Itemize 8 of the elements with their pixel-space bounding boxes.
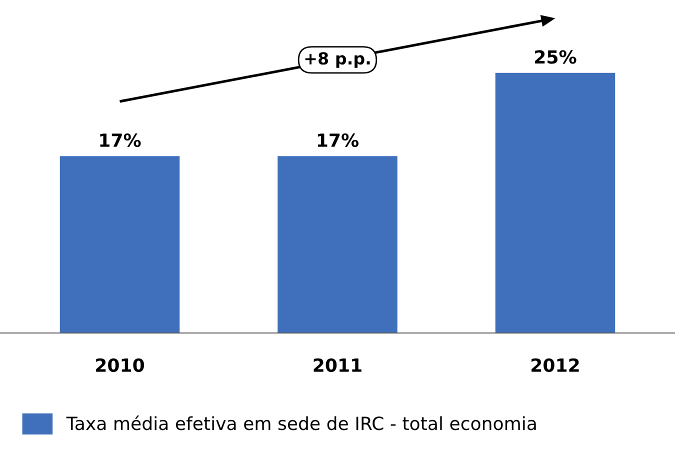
data-label: 25%	[535, 50, 576, 64]
x-tick-label: 2010	[96, 358, 144, 372]
data-label: 17%	[100, 133, 141, 148]
x-tick-label: 2012	[532, 358, 579, 372]
data-label: 17%	[318, 133, 359, 148]
legend-label: Taxa média efetiva em sede de IRC - total economia	[66, 416, 536, 430]
text: +8 p.p.	[305, 52, 370, 68]
x-tick-label: 2011	[314, 358, 362, 372]
